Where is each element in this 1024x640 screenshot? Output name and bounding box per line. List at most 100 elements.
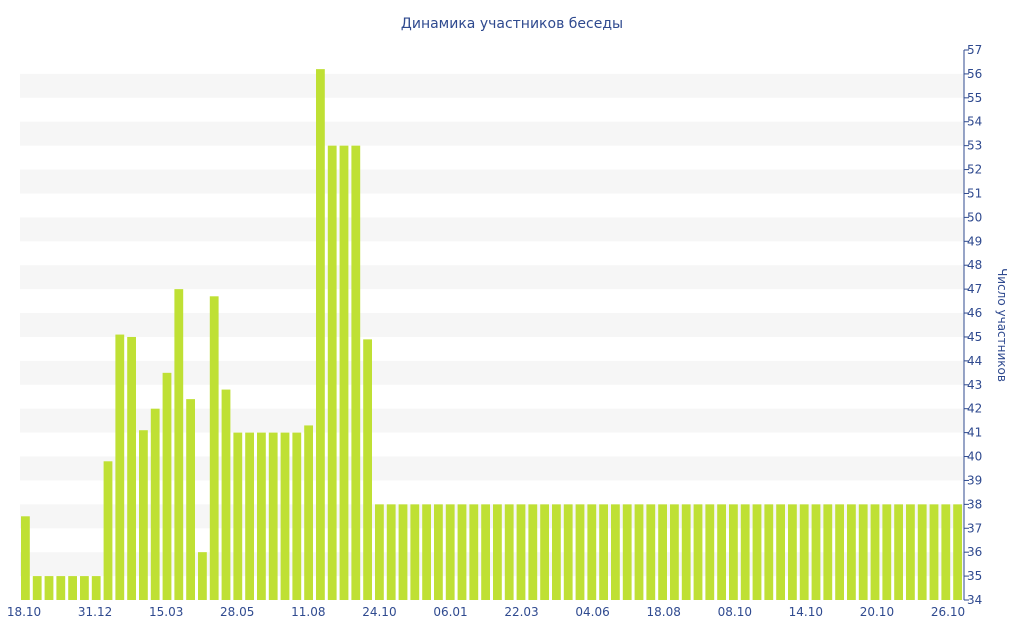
y-tick-label: 45 bbox=[967, 330, 982, 344]
x-tick-label: 28.05 bbox=[220, 605, 254, 619]
bar bbox=[457, 504, 467, 600]
bar bbox=[906, 504, 915, 600]
y-tick-label: 36 bbox=[967, 545, 982, 559]
y-tick-label: 46 bbox=[967, 306, 982, 320]
bar bbox=[292, 432, 302, 600]
bar bbox=[776, 504, 785, 600]
y-axis: 34 35 36 37 38 39 40 41 42 43 44 45 46 47 48 49 50 51 52 53… bbox=[964, 43, 982, 607]
bar bbox=[835, 504, 844, 600]
bar bbox=[622, 504, 632, 600]
y-axis-label: Число участников bbox=[995, 268, 1009, 382]
bar bbox=[257, 432, 266, 600]
bar bbox=[870, 504, 880, 600]
bar bbox=[658, 504, 667, 600]
bar bbox=[717, 504, 726, 600]
bar bbox=[221, 389, 231, 600]
y-tick-label: 37 bbox=[967, 521, 982, 535]
bar-series bbox=[21, 69, 962, 600]
x-tick-label: 26.10 bbox=[931, 605, 965, 619]
grid-band bbox=[20, 265, 964, 290]
bar bbox=[693, 504, 703, 600]
bar bbox=[799, 504, 809, 600]
bar bbox=[705, 504, 715, 600]
y-tick-label: 43 bbox=[967, 378, 982, 392]
bar bbox=[375, 504, 384, 600]
y-tick-label: 39 bbox=[967, 473, 982, 487]
bar bbox=[575, 504, 585, 600]
bar bbox=[233, 432, 243, 600]
grid-band bbox=[20, 217, 964, 242]
x-tick-label: 18.08 bbox=[647, 605, 681, 619]
y-tick-label: 38 bbox=[967, 497, 982, 511]
grid-band bbox=[20, 360, 964, 385]
y-tick-label: 52 bbox=[967, 163, 982, 177]
bar bbox=[363, 339, 372, 600]
bar bbox=[516, 504, 526, 600]
x-tick-label: 24.10 bbox=[362, 605, 396, 619]
bar bbox=[139, 430, 148, 600]
bar bbox=[245, 432, 254, 600]
y-tick-label: 51 bbox=[967, 186, 982, 200]
x-tick-label: 18.10 bbox=[7, 605, 41, 619]
bar bbox=[493, 504, 502, 600]
bar bbox=[587, 504, 597, 600]
y-tick-label: 53 bbox=[967, 139, 982, 153]
bar bbox=[894, 504, 903, 600]
y-tick-label: 57 bbox=[967, 43, 982, 57]
chart-title: Динамика участников беседы bbox=[401, 16, 623, 32]
bar bbox=[280, 432, 290, 600]
x-tick-label: 15.03 bbox=[149, 605, 183, 619]
grid-band bbox=[20, 73, 964, 98]
bar bbox=[103, 461, 113, 600]
bar bbox=[198, 552, 207, 600]
y-tick-label: 41 bbox=[967, 426, 982, 440]
bar bbox=[670, 504, 679, 600]
bar bbox=[422, 504, 431, 600]
y-tick-label: 56 bbox=[967, 67, 982, 81]
grid-band bbox=[20, 121, 964, 146]
bar bbox=[752, 504, 762, 600]
bar bbox=[398, 504, 408, 600]
x-tick-label: 20.10 bbox=[860, 605, 894, 619]
x-axis: 18.10 31.12 15.03 28.05 11.08 24.10 06.01 22.03… bbox=[7, 605, 965, 619]
bar bbox=[174, 289, 184, 600]
bar bbox=[681, 504, 691, 600]
y-tick-label: 40 bbox=[967, 450, 982, 464]
bar bbox=[327, 145, 337, 600]
x-tick-label: 04.06 bbox=[575, 605, 609, 619]
bar bbox=[268, 432, 278, 600]
x-tick-label: 06.01 bbox=[433, 605, 467, 619]
grid-band bbox=[20, 456, 964, 481]
y-tick-label: 47 bbox=[967, 282, 982, 296]
bar bbox=[68, 576, 77, 600]
plot-background-bands bbox=[20, 73, 964, 577]
bar bbox=[56, 576, 66, 600]
bar bbox=[764, 504, 774, 600]
bar bbox=[740, 504, 750, 600]
bar bbox=[811, 504, 821, 600]
bar bbox=[32, 576, 42, 600]
bar bbox=[917, 504, 927, 600]
bar bbox=[611, 504, 620, 600]
bar bbox=[729, 504, 738, 600]
bar bbox=[445, 504, 455, 600]
bar bbox=[351, 145, 361, 600]
y-tick-label: 55 bbox=[967, 91, 982, 105]
bar bbox=[599, 504, 608, 600]
bar bbox=[410, 504, 420, 600]
bar bbox=[21, 516, 30, 600]
bar bbox=[434, 504, 443, 600]
bar bbox=[316, 69, 325, 600]
bar bbox=[858, 504, 868, 600]
bar bbox=[304, 425, 313, 600]
y-tick-label: 48 bbox=[967, 258, 982, 272]
x-tick-label: 14.10 bbox=[789, 605, 823, 619]
y-tick-label: 35 bbox=[967, 569, 982, 583]
bar bbox=[469, 504, 479, 600]
bar bbox=[115, 334, 125, 600]
bar bbox=[634, 504, 644, 600]
bar bbox=[823, 504, 833, 600]
grid-band bbox=[20, 552, 964, 577]
bar bbox=[540, 504, 549, 600]
